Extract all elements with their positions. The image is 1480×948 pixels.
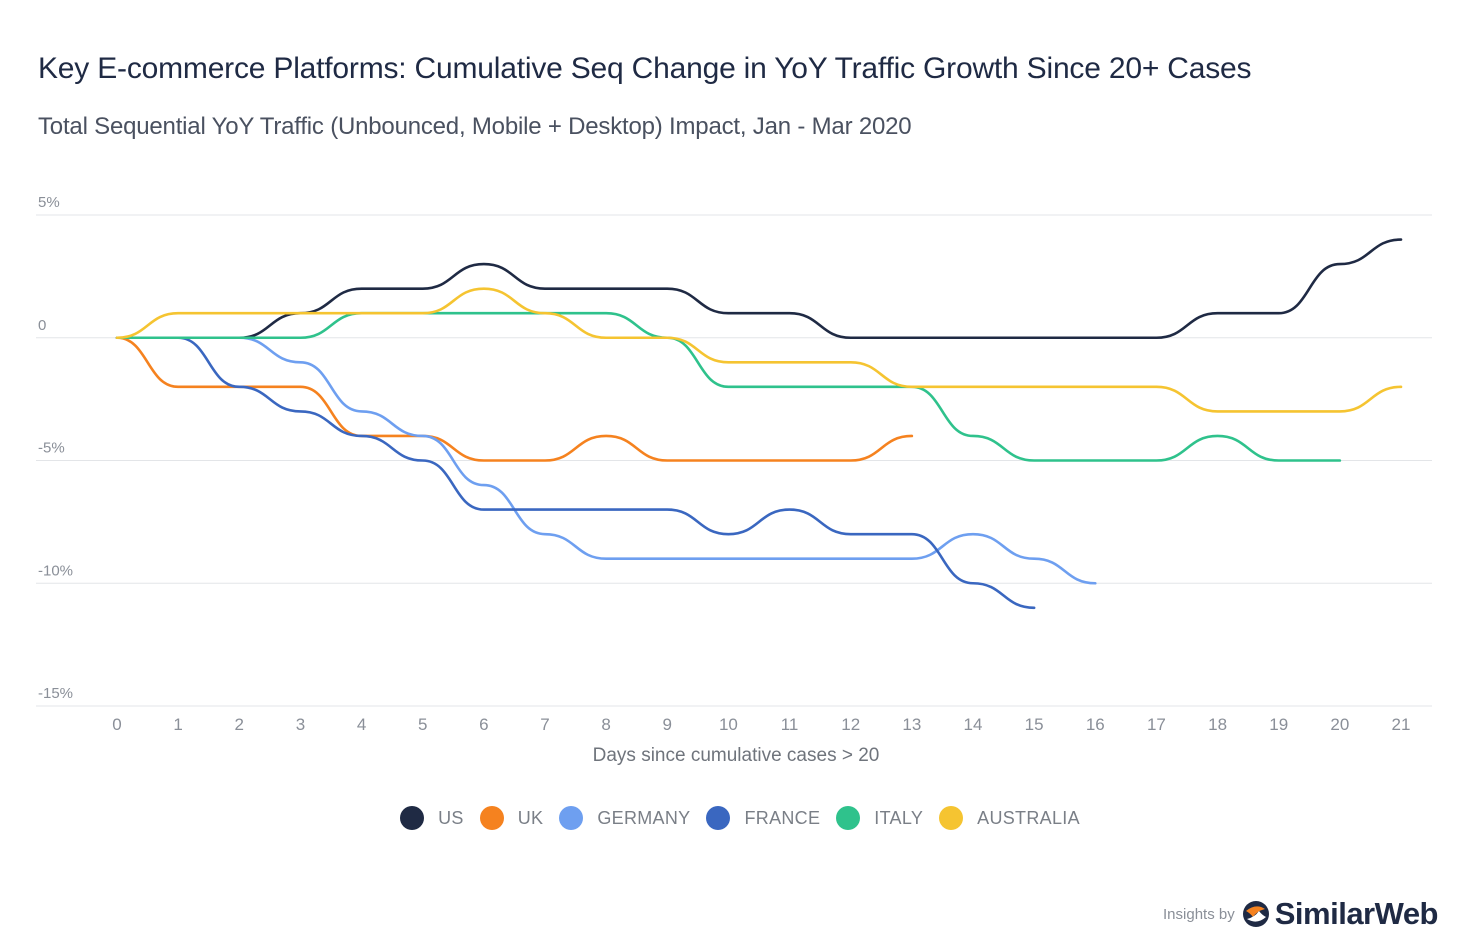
- x-tick-label: 15: [1025, 715, 1044, 734]
- x-tick-label: 13: [902, 715, 921, 734]
- y-tick-label: 5%: [38, 194, 60, 211]
- y-tick-label: -10%: [38, 562, 73, 579]
- legend-swatch: [479, 806, 504, 830]
- y-axis-tick-labels: 5% 0 -5% -10% -15%: [38, 194, 73, 702]
- legend-item-italy: ITALY: [836, 806, 923, 830]
- series-line-italy: [115, 311, 1342, 462]
- x-tick-label: 1: [173, 715, 182, 734]
- x-tick-label: 21: [1392, 715, 1411, 734]
- x-tick-label: 10: [719, 715, 738, 734]
- legend-swatch: [706, 806, 731, 830]
- x-tick-label: 16: [1086, 715, 1105, 734]
- legend-label: AUSTRALIA: [977, 807, 1080, 828]
- series-line-france: [115, 336, 1036, 610]
- x-tick-label: 7: [540, 715, 549, 734]
- series-line-germany: [115, 336, 1097, 585]
- similarweb-logo-icon: [1241, 899, 1271, 929]
- legend-swatch: [400, 806, 425, 830]
- chart-legend: US UK GERMANY FRANCE ITALY AUSTRALIA: [0, 806, 1480, 830]
- x-tick-label: 19: [1269, 715, 1288, 734]
- x-tick-label: 17: [1147, 715, 1166, 734]
- x-tick-label: 20: [1330, 715, 1349, 734]
- x-axis-tick-labels: 0 1 2 3 4 5 6 7 8 9 10 11 12 13 14 15 16 17 18 19 20 21: [112, 715, 1410, 734]
- legend-item-france: FRANCE: [706, 806, 820, 830]
- x-tick-label: 6: [479, 715, 488, 734]
- x-tick-label: 4: [357, 715, 366, 734]
- legend-label: GERMANY: [597, 807, 691, 828]
- legend-item-germany: GERMANY: [559, 806, 690, 830]
- legend-label: US: [438, 807, 464, 828]
- legend-swatch: [559, 806, 584, 830]
- x-axis-label: Days since cumulative cases > 20: [593, 745, 880, 766]
- x-tick-label: 5: [418, 715, 427, 734]
- chart-subtitle: Total Sequential YoY Traffic (Unbounced,…: [38, 113, 912, 140]
- legend-swatch: [836, 806, 861, 830]
- brand-name: SimilarWeb: [1274, 896, 1439, 931]
- legend-label: UK: [517, 807, 544, 828]
- x-tick-label: 14: [964, 715, 983, 734]
- series-lines: [115, 238, 1403, 610]
- legend-label: ITALY: [874, 807, 924, 828]
- y-tick-label: -5%: [38, 440, 65, 457]
- legend-label: FRANCE: [744, 807, 821, 828]
- x-tick-label: 18: [1208, 715, 1227, 734]
- line-chart: 5%0-5%-10%-15% 0 1 2 3 4 5 6 7 8 9 10 11 12 13 14 15 16 1…: [36, 194, 1432, 766]
- series-line-australia: [115, 287, 1403, 413]
- legend-item-us: US: [400, 806, 464, 830]
- x-tick-label: 0: [112, 715, 121, 734]
- legend-item-australia: AUSTRALIA: [939, 806, 1080, 830]
- x-tick-label: 2: [235, 715, 244, 734]
- x-tick-label: 9: [663, 715, 672, 734]
- x-tick-label: 8: [601, 715, 610, 734]
- x-tick-label: 11: [781, 715, 799, 734]
- chart-title: Key E-commerce Platforms: Cumulative Seq…: [38, 52, 1252, 85]
- brand-footer: Insights by SimilarWeb: [1163, 896, 1438, 932]
- series-line-uk: [115, 336, 914, 462]
- y-tick-label: -15%: [38, 685, 73, 702]
- x-tick-label: 12: [841, 715, 860, 734]
- legend-item-uk: UK: [479, 806, 544, 830]
- series-line-us: [115, 238, 1403, 340]
- legend-swatch: [939, 806, 964, 830]
- x-tick-label: 3: [296, 715, 305, 734]
- brand-prefix: Insights by: [1163, 905, 1235, 923]
- y-tick-label: 0: [38, 317, 46, 334]
